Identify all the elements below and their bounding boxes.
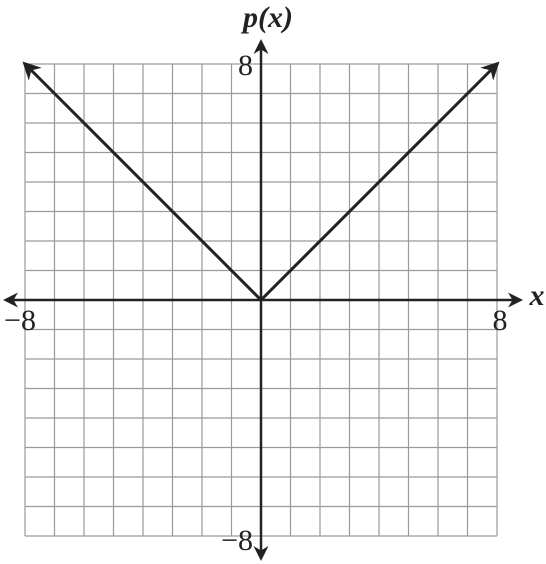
line xyxy=(22,61,500,303)
x-axis-label: x xyxy=(529,279,545,312)
y-tick-label: −8 xyxy=(221,524,253,557)
y-axis-label: p(x) xyxy=(240,1,293,34)
x-tick-label: −8 xyxy=(4,304,36,337)
x-tick-label: 8 xyxy=(493,304,508,337)
y-tick-label: 8 xyxy=(238,49,253,82)
